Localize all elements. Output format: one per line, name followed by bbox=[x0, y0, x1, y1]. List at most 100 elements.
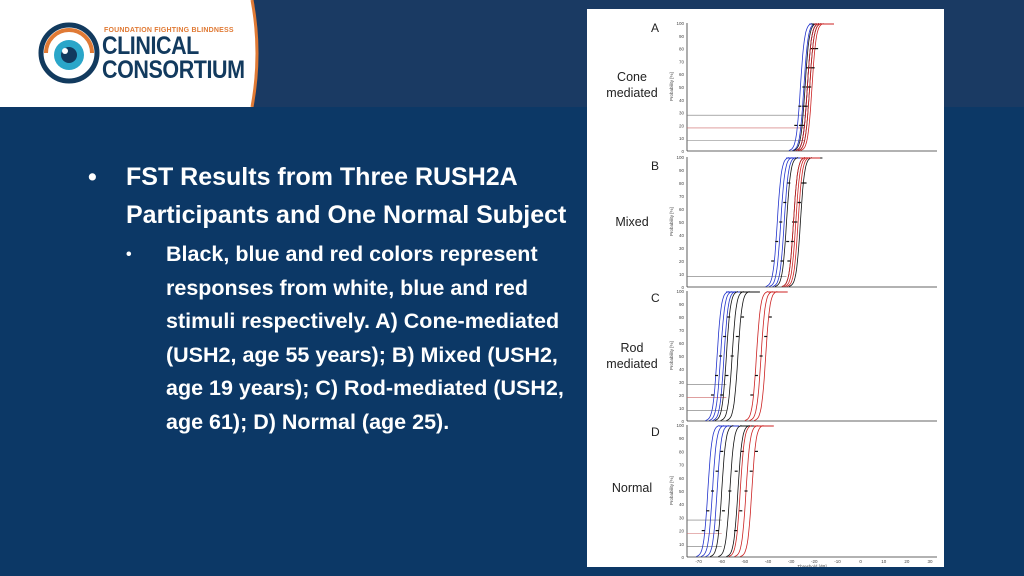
x-tick-label: 20 bbox=[904, 559, 910, 564]
y-tick-label: 30 bbox=[679, 515, 685, 520]
x-tick-label: 0 bbox=[859, 559, 862, 564]
data-marker bbox=[798, 124, 802, 126]
y-tick-label: 40 bbox=[679, 502, 685, 507]
bullet-sub: • Black, blue and red colors represent re… bbox=[126, 242, 564, 434]
y-tick-label: 10 bbox=[679, 542, 685, 547]
x-tick-label: -50 bbox=[742, 559, 749, 564]
y-tick-label: 20 bbox=[679, 529, 685, 534]
data-marker bbox=[728, 490, 732, 492]
psychometric-curve bbox=[714, 291, 739, 421]
y-tick-label: 60 bbox=[679, 341, 685, 346]
y-tick-label: 0 bbox=[681, 285, 684, 290]
bullet-main: • FST Results from Three RUSH2A Participa… bbox=[88, 163, 567, 229]
data-marker bbox=[759, 355, 763, 357]
panel-d-label: Normal bbox=[611, 481, 653, 495]
psychometric-curve bbox=[726, 425, 750, 557]
bullet-sub-text: Black, blue and red colors represent res… bbox=[166, 242, 564, 434]
data-marker bbox=[719, 355, 723, 357]
panel-b-letter: B bbox=[651, 159, 660, 173]
data-marker bbox=[806, 67, 810, 69]
bullet-main-text: FST Results from Three RUSH2A Participan… bbox=[126, 163, 567, 229]
y-tick-label: 60 bbox=[679, 476, 685, 481]
y-axis-label: Probability [%] bbox=[669, 476, 674, 505]
data-marker bbox=[786, 240, 790, 243]
data-marker bbox=[721, 510, 725, 512]
psychometric-curve bbox=[728, 425, 752, 557]
data-marker bbox=[734, 470, 738, 472]
panel-a-label: Cone mediated bbox=[606, 70, 658, 100]
data-marker bbox=[803, 182, 807, 184]
data-marker bbox=[741, 316, 745, 318]
y-tick-label: 0 bbox=[681, 419, 684, 424]
data-marker bbox=[727, 316, 731, 318]
data-marker bbox=[720, 394, 724, 396]
data-marker bbox=[754, 450, 758, 452]
data-marker bbox=[744, 490, 748, 492]
y-tick-label: 20 bbox=[679, 259, 685, 264]
data-marker bbox=[715, 470, 719, 472]
data-marker bbox=[787, 260, 791, 262]
data-marker bbox=[779, 221, 783, 223]
y-tick-label: 10 bbox=[679, 272, 685, 277]
y-tick-label: 90 bbox=[679, 436, 685, 441]
data-marker bbox=[715, 374, 719, 377]
psychometric-curve bbox=[793, 23, 817, 151]
y-tick-label: 40 bbox=[679, 98, 685, 103]
y-tick-label: 100 bbox=[676, 21, 684, 26]
data-marker bbox=[790, 240, 794, 243]
y-tick-label: 50 bbox=[679, 220, 685, 225]
y-tick-label: 30 bbox=[679, 246, 685, 251]
data-marker bbox=[749, 470, 753, 472]
y-tick-label: 40 bbox=[679, 233, 685, 238]
data-marker bbox=[780, 260, 784, 262]
data-marker bbox=[810, 48, 814, 50]
eye-logo-icon bbox=[38, 22, 100, 84]
x-tick-label: 10 bbox=[881, 559, 887, 564]
y-tick-label: 50 bbox=[679, 85, 685, 90]
psychometric-curve bbox=[781, 157, 806, 287]
panel-c-letter: C bbox=[651, 291, 660, 305]
logo-org-name: FOUNDATION FIGHTING BLINDNESS bbox=[104, 27, 234, 34]
logo-orange-edge bbox=[244, 0, 259, 107]
x-tick-label: -60 bbox=[718, 559, 725, 564]
data-marker bbox=[741, 450, 745, 452]
data-marker bbox=[811, 67, 815, 69]
psychometric-curve bbox=[744, 291, 769, 421]
data-marker bbox=[750, 394, 754, 396]
y-tick-label: 80 bbox=[679, 181, 685, 186]
y-tick-label: 0 bbox=[681, 149, 684, 154]
data-marker bbox=[701, 530, 705, 532]
panel-d-letter: D bbox=[651, 425, 660, 439]
data-marker bbox=[725, 374, 729, 377]
psychometric-curve bbox=[705, 291, 729, 421]
logo-line-1: CLINICAL bbox=[102, 32, 199, 60]
bullet-list: • FST Results from Three RUSH2A Participa… bbox=[88, 158, 568, 439]
psychometric-curve bbox=[774, 157, 799, 287]
psychometric-curve bbox=[786, 157, 810, 287]
x-axis-label: Threshold [dB] bbox=[797, 564, 826, 567]
psychometric-curve bbox=[740, 425, 764, 557]
data-marker bbox=[734, 530, 738, 532]
fst-figure: 0 10 20 30 40 50 60 70 80 90 100 Probability [%] 0 10… bbox=[587, 9, 944, 567]
psychometric-curve bbox=[753, 291, 778, 421]
y-tick-label: 30 bbox=[679, 111, 685, 116]
y-tick-label: 80 bbox=[679, 449, 685, 454]
data-marker bbox=[804, 105, 808, 107]
logo: FOUNDATION FIGHTING BLINDNESS CLINICAL C… bbox=[0, 0, 252, 107]
psychometric-curve bbox=[800, 23, 824, 151]
psychometric-curve bbox=[709, 425, 734, 557]
psychometric-curve bbox=[795, 23, 820, 151]
data-marker bbox=[794, 124, 798, 126]
y-tick-label: 70 bbox=[679, 59, 685, 64]
psychometric-curve bbox=[705, 425, 729, 557]
y-tick-label: 50 bbox=[679, 354, 685, 359]
y-tick-label: 60 bbox=[679, 72, 685, 77]
data-marker bbox=[801, 182, 805, 184]
y-tick-label: 100 bbox=[676, 289, 684, 294]
data-marker bbox=[710, 394, 714, 396]
data-marker bbox=[802, 105, 806, 107]
x-tick-label: -70 bbox=[695, 559, 702, 564]
y-tick-label: 40 bbox=[679, 367, 685, 372]
y-tick-label: 80 bbox=[679, 315, 685, 320]
